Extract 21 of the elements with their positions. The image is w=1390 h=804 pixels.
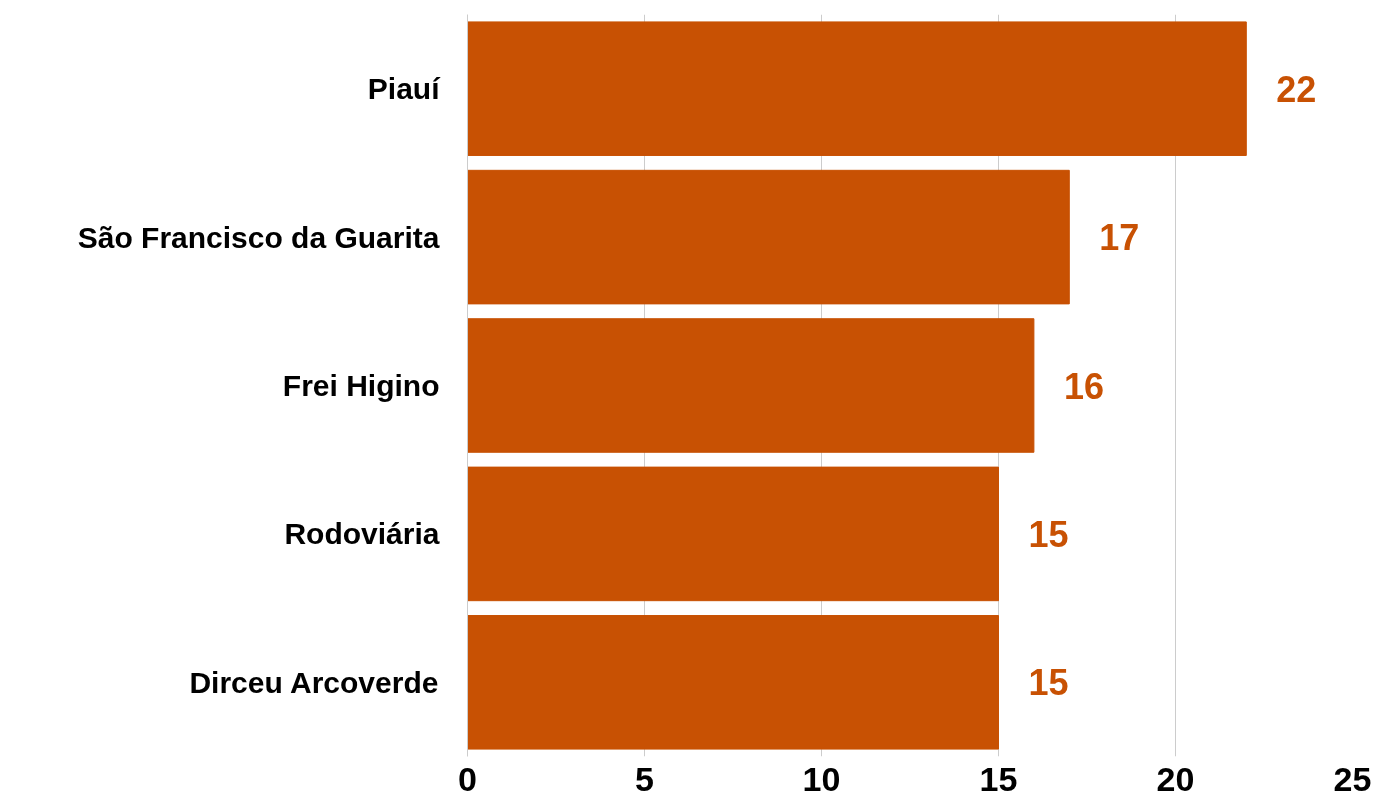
y-tick-label: Piauí [367, 72, 442, 106]
x-tick-label: 0 [458, 759, 477, 798]
bar [467, 21, 1247, 156]
bar [467, 466, 999, 602]
y-tick-label: Rodoviária [284, 517, 440, 551]
x-tick-label: 15 [979, 759, 1018, 798]
data-label: 15 [1028, 662, 1069, 704]
x-tick-label: 5 [635, 759, 654, 798]
data-label: 16 [1063, 365, 1104, 407]
bar [467, 318, 1035, 453]
y-tick-label: Dirceu Arcoverde [189, 665, 439, 699]
x-tick-label: 10 [802, 759, 841, 798]
y-tick-label: São Francisco da Guarita [77, 220, 440, 254]
data-label: 17 [1099, 217, 1140, 259]
x-tick-label: 25 [1333, 759, 1372, 798]
x-tick-label: 20 [1156, 759, 1195, 798]
bar [467, 169, 1070, 305]
data-label: 15 [1028, 513, 1069, 555]
data-label: 22 [1276, 68, 1317, 110]
y-tick-label: Frei Higino [282, 369, 440, 402]
bar [467, 615, 999, 750]
